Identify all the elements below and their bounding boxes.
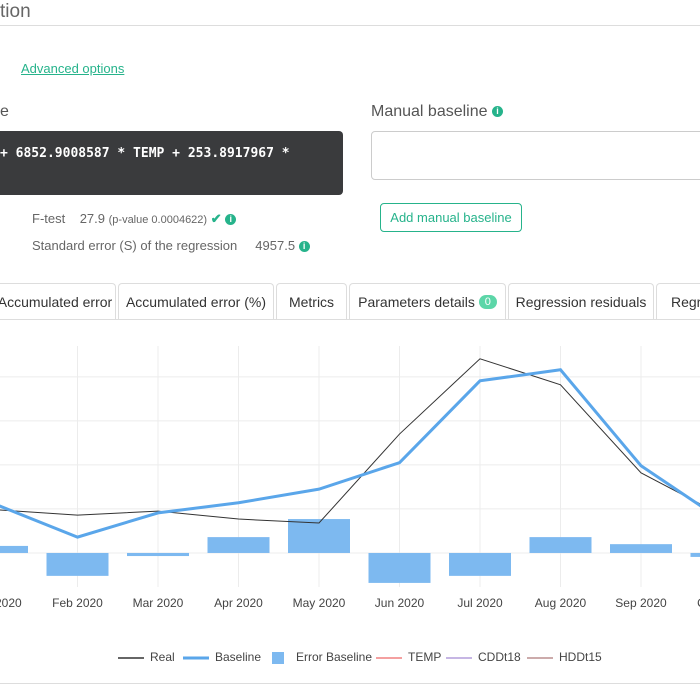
bar xyxy=(529,537,592,553)
x-tick-label: Jul 2020 xyxy=(457,596,503,610)
tab[interactable]: Regre xyxy=(656,283,700,319)
f-test-label: F-test xyxy=(32,211,66,226)
x-tick-label: Jun 2020 xyxy=(375,596,425,610)
divider xyxy=(0,25,700,26)
x-tick-label: Mar 2020 xyxy=(133,596,184,610)
legend-label: Error Baseline xyxy=(296,650,372,664)
info-icon[interactable]: i xyxy=(298,241,310,253)
f-test-value: 27.9 xyxy=(79,211,105,226)
bottom-border xyxy=(0,683,700,684)
std-error-row: Standard error (S) of the regression 495… xyxy=(32,238,310,253)
tab[interactable]: Accumulated error (%) xyxy=(118,283,274,319)
manual-baseline-label: Manual baseline i xyxy=(371,103,503,121)
bar xyxy=(207,537,270,553)
bar xyxy=(127,552,189,557)
legend-label: TEMP xyxy=(408,650,441,664)
std-error-label: Standard error (S) of the regression xyxy=(32,238,238,253)
line xyxy=(0,368,700,539)
page-title: tion xyxy=(0,1,31,22)
legend-swatch xyxy=(272,652,284,664)
check-icon: ✔ xyxy=(210,211,222,226)
std-error-value: 4957.5 xyxy=(255,238,296,253)
bar xyxy=(449,552,511,576)
tab[interactable]: Parameters details 0 xyxy=(349,283,506,319)
x-tick-label: Feb 2020 xyxy=(52,596,103,610)
f-test-row: F-test 27.9 (p-value 0.0004622) ✔ i xyxy=(32,211,237,227)
tabs-border xyxy=(0,319,700,320)
info-icon[interactable]: i xyxy=(491,106,503,118)
badge: 0 xyxy=(478,294,497,309)
x-tick-label: May 2020 xyxy=(293,596,346,610)
x-tick-label: Jan 2020 xyxy=(0,596,22,610)
tab-label: Parameters details xyxy=(358,293,475,310)
legend-label: Baseline xyxy=(215,650,261,664)
legend-label: CDDt18 xyxy=(478,650,521,664)
add-baseline-button[interactable]: Add manual baseline xyxy=(380,203,522,232)
formula-text: + 6852.9008587 * TEMP + 253.8917967 * xyxy=(0,146,290,161)
x-tick-label: Oct 2020 xyxy=(697,596,700,610)
label-text: Manual baseline xyxy=(371,103,488,120)
bar xyxy=(46,552,109,576)
tab[interactable]: Metrics xyxy=(276,283,347,319)
bar xyxy=(690,552,700,557)
x-tick-label: Sep 2020 xyxy=(615,596,667,610)
bar xyxy=(368,552,431,583)
manual-baseline-input[interactable] xyxy=(371,131,700,180)
bar xyxy=(288,519,350,553)
formula-box xyxy=(0,131,343,195)
bar xyxy=(0,545,28,553)
p-value: (p-value 0.0004622) xyxy=(108,214,208,226)
bar xyxy=(610,544,672,553)
legend-label: Real xyxy=(150,650,175,664)
tab[interactable]: Accumulated error xyxy=(0,283,116,319)
legend-label: HDDt15 xyxy=(559,650,602,664)
advanced-options-link[interactable]: Advanced options xyxy=(21,61,125,76)
tab[interactable]: Regression residuals xyxy=(508,283,654,319)
formula-label: e xyxy=(0,103,9,120)
info-icon[interactable]: i xyxy=(225,214,237,226)
x-tick-label: Aug 2020 xyxy=(535,596,587,610)
line xyxy=(0,358,700,524)
x-tick-label: Apr 2020 xyxy=(214,596,263,610)
